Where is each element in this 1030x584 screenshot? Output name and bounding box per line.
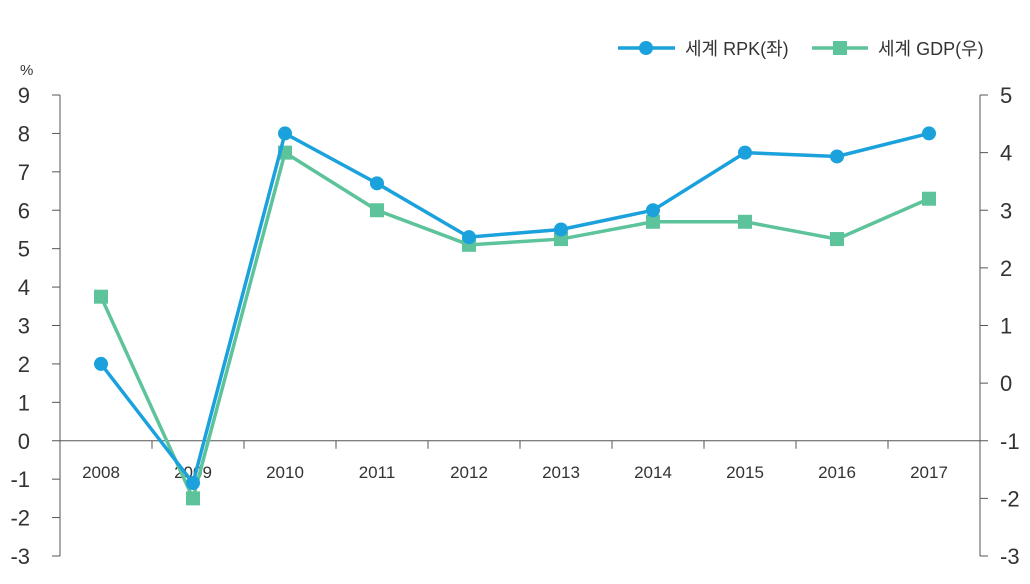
right-axis-tick-label: 5 (1000, 83, 1012, 108)
left-axis-tick-label: -3 (10, 544, 30, 569)
rpk-data-point (186, 476, 200, 491)
rpk-data-point (462, 230, 476, 245)
x-axis-tick-label: 2008 (82, 463, 120, 482)
left-axis-tick-label: 5 (18, 237, 30, 262)
left-axis-tick-label: 7 (18, 160, 30, 185)
right-axis-tick-label: -1 (1000, 429, 1020, 454)
x-axis-tick-label: 2014 (634, 463, 672, 482)
left-axis-tick-label: 6 (18, 198, 30, 223)
left-axis-tick-label: 9 (18, 83, 30, 108)
legend-rpk-label: 세계 RPK(좌) (685, 39, 789, 59)
x-axis-tick-label: 2015 (726, 463, 764, 482)
left-axis-tick-label: 1 (18, 390, 30, 415)
left-axis-tick-label: -1 (10, 467, 30, 492)
gdp-data-point (830, 232, 844, 247)
gdp-data-point (646, 214, 660, 229)
rpk-data-point (830, 149, 844, 164)
right-axis-tick-label: 3 (1000, 198, 1012, 223)
series-line-gdp (99, 149, 930, 504)
rpk-data-point (94, 356, 108, 371)
rpk-data-point (738, 145, 752, 160)
gdp-data-point (554, 232, 568, 247)
left-axis-tick-label: -2 (10, 506, 30, 531)
x-axis-tick-label: 2011 (359, 463, 396, 482)
right-axis-tick-label: -2 (1000, 486, 1020, 511)
rpk-data-point (922, 126, 936, 141)
gdp-data-point (186, 491, 200, 506)
gdp-data-point (94, 289, 108, 304)
gdp-data-point (370, 203, 384, 218)
gdp-data-point (922, 191, 936, 206)
legend-rpk-marker (639, 41, 653, 55)
gdp-data-point (738, 214, 752, 229)
legend-gdp-marker (833, 41, 847, 55)
x-axis-tick-label: 2017 (910, 463, 948, 482)
left-axis-tick-label: 3 (18, 314, 30, 339)
left-axis-tick-label: 4 (18, 275, 30, 300)
right-axis-tick-label: 4 (1000, 141, 1012, 166)
x-axis-tick-label: 2010 (266, 463, 304, 482)
left-axis-tick-label: 8 (18, 121, 30, 146)
rpk-data-point (554, 222, 568, 237)
right-axis-tick-label: 1 (1000, 314, 1012, 339)
x-axis-tick-label: 2016 (818, 463, 856, 482)
left-axis-tick-label: 0 (18, 429, 30, 454)
rpk-data-point (278, 126, 292, 141)
left-axis-unit-label: % (20, 62, 33, 79)
right-axis-tick-label: 0 (1000, 371, 1012, 396)
rpk-data-point (370, 176, 384, 191)
rpk-data-point (646, 203, 660, 218)
right-axis-tick-label: -3 (1000, 544, 1020, 569)
series-line-rpk (99, 130, 930, 487)
x-axis-tick-label: 2013 (542, 463, 580, 482)
legend-gdp-label: 세계 GDP(우) (878, 39, 984, 59)
left-axis-tick-label: 2 (18, 352, 30, 377)
x-axis-tick-label: 2012 (450, 463, 488, 482)
right-axis-tick-label: 2 (1000, 256, 1012, 281)
